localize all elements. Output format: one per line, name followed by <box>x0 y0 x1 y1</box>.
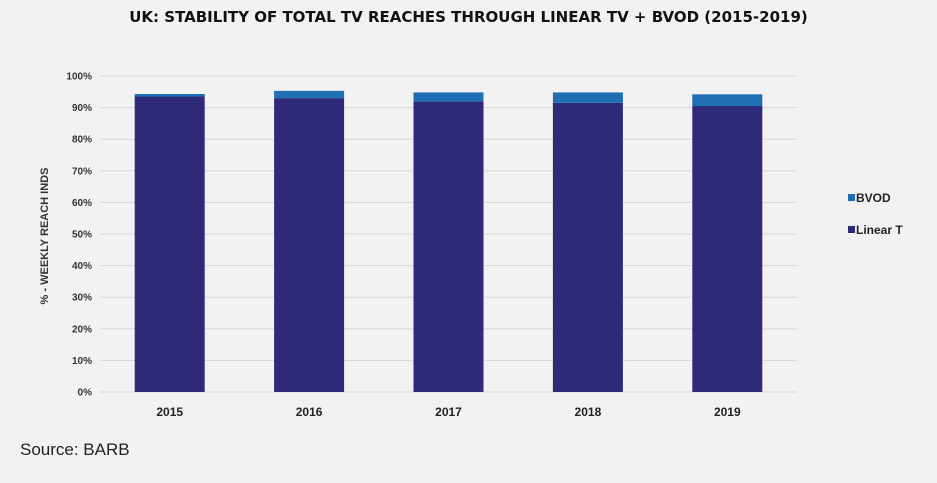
bar-bvod-2018 <box>552 92 623 103</box>
y-tick-label: 70% <box>72 166 92 177</box>
legend-swatch <box>848 226 855 233</box>
x-tick-label: 2017 <box>435 405 462 419</box>
bar-linear-t-2016 <box>274 98 345 393</box>
legend-label: Linear T <box>856 223 903 237</box>
legend-label: BVOD <box>856 191 891 205</box>
legend: BVOD Linear T <box>848 191 903 237</box>
bar-linear-t-2017 <box>413 101 484 392</box>
x-tick-label: 2016 <box>296 405 323 419</box>
y-axis-ticks: 0% 10% 20% 30% 40% 50% 60% 70% 80% 90% 100% <box>66 72 92 399</box>
x-tick-label: 2018 <box>575 405 602 419</box>
bar-bvod-2017 <box>413 92 484 102</box>
bar-linear-t-2018 <box>552 102 623 393</box>
bar-linear-t-2019 <box>692 106 763 393</box>
x-tick-label: 2015 <box>156 405 183 419</box>
y-tick-label: 40% <box>72 261 92 272</box>
bars <box>134 90 763 393</box>
x-axis-ticks: 2015 2016 2017 2018 2019 <box>156 405 741 419</box>
y-tick-label: 50% <box>72 230 92 241</box>
bar-bvod-2016 <box>274 90 345 99</box>
y-tick-label: 20% <box>72 324 92 335</box>
y-axis-title: % - WEEKLY REACH INDS <box>39 168 51 305</box>
legend-swatch <box>848 194 855 201</box>
bar-bvod-2019 <box>692 94 763 107</box>
y-tick-label: 0% <box>78 388 93 399</box>
y-tick-label: 90% <box>72 103 92 114</box>
source-note: Source: BARB <box>20 440 130 459</box>
bar-bvod-2015 <box>134 94 205 97</box>
chart-title: UK: STABILITY OF TOTAL TV REACHES THROUG… <box>129 8 808 26</box>
y-tick-label: 10% <box>72 356 92 367</box>
x-tick-label: 2019 <box>714 405 741 419</box>
y-tick-label: 60% <box>72 198 92 209</box>
y-tick-label: 30% <box>72 293 92 304</box>
y-tick-label: 80% <box>72 135 92 146</box>
y-tick-label: 100% <box>66 72 92 83</box>
bar-linear-t-2015 <box>134 96 205 392</box>
